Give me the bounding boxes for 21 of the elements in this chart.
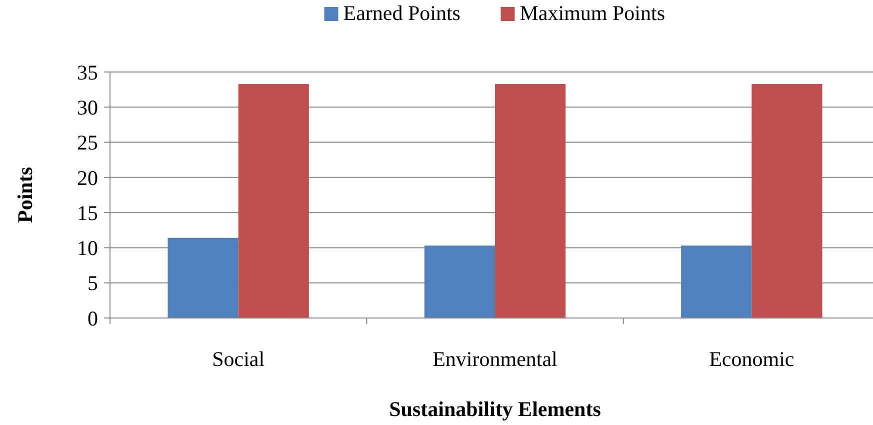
legend-label: Earned Points [343,1,460,25]
x-tick-label: Social [212,347,265,371]
y-tick-label: 30 [77,95,98,120]
bar [168,238,238,318]
bar [681,246,752,318]
bar [495,84,566,318]
y-tick-label: 5 [88,271,98,296]
legend-label: Maximum Points [520,1,666,25]
bar [424,246,495,318]
y-tick-label: 35 [77,60,98,84]
x-tick-label: Environmental [432,347,558,371]
y-axis-title: Points [13,166,37,224]
y-tick-label: 0 [88,306,98,330]
y-tick-label: 20 [77,166,98,190]
bar [238,84,309,318]
y-tick-label: 10 [77,236,98,260]
x-tick-label: Economic [709,347,794,371]
x-axis-title: Sustainability Elements [389,397,601,421]
y-tick-label: 25 [77,130,98,155]
y-tick-label: 15 [77,200,98,225]
bar [752,84,822,318]
